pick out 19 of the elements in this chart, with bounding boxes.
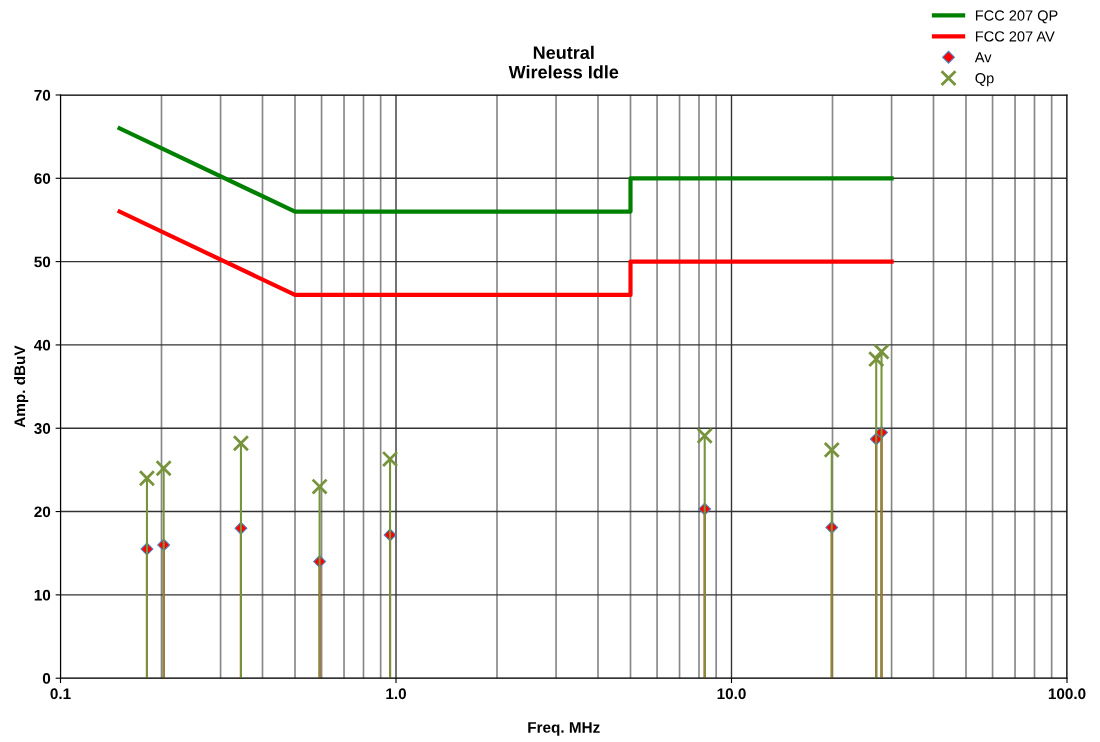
legend-label: Av <box>974 52 992 63</box>
legend-label: FCC 207 AV <box>975 31 1055 42</box>
y-tick-label: 0 <box>42 673 51 684</box>
x-tick-label: 100.0 <box>1048 688 1086 700</box>
y-tick-label: 10 <box>34 589 51 601</box>
y-tick-label: 30 <box>34 423 51 434</box>
y-tick-label: 20 <box>34 506 51 518</box>
chart-title: Neutral Wireless Idle <box>508 45 619 79</box>
x-tick-label: 1.0 <box>386 688 406 700</box>
x-axis-title: Freq. MHz <box>528 722 600 736</box>
y-tick-label: 60 <box>34 173 51 184</box>
y-axis-title: Amp. dBuV <box>13 345 29 428</box>
y-tick-label: 40 <box>34 339 51 351</box>
legend-label: Qp <box>975 73 994 87</box>
legend-label: FCC 207 QP <box>975 10 1058 24</box>
x-tick-label: 0.1 <box>50 688 71 700</box>
y-tick-label: 70 <box>34 89 51 101</box>
y-tick-label: 50 <box>34 256 51 268</box>
x-tick-label: 10.0 <box>717 688 746 700</box>
